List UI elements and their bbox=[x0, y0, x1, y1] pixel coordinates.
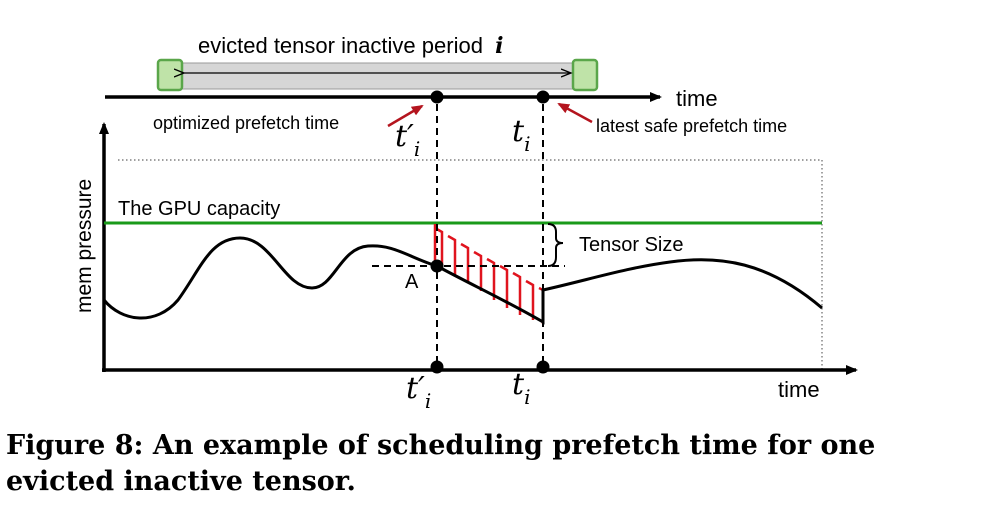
mem-pressure-curve bbox=[102, 236, 823, 325]
x-axis-label: time bbox=[778, 377, 820, 402]
gpu-capacity-label: The GPU capacity bbox=[118, 198, 280, 220]
plot-bounding-box bbox=[118, 159, 823, 370]
tensor-size-label: Tensor Size bbox=[579, 234, 684, 256]
top-t-prime-i-label: t′i bbox=[395, 119, 420, 161]
top-t-i-label: ti bbox=[512, 114, 530, 156]
top-t-dot bbox=[536, 90, 550, 104]
point-a-dot bbox=[430, 259, 444, 273]
top-t-prime-dot bbox=[430, 90, 444, 104]
period-start-box bbox=[156, 58, 184, 92]
tensor-size-brace bbox=[547, 223, 564, 267]
period-index: i bbox=[495, 33, 503, 59]
bottom-t-prime-i-label: t′i bbox=[406, 371, 431, 413]
point-a-label: A bbox=[405, 271, 419, 293]
prefetch-diagram: evicted tensor inactive period i time op… bbox=[73, 33, 858, 413]
optimized-prefetch-label: optimized prefetch time bbox=[153, 113, 339, 133]
inactive-period-bar bbox=[169, 62, 586, 90]
bottom-t-dot bbox=[536, 360, 550, 374]
latest-arrow bbox=[557, 102, 593, 124]
figure-caption: Figure 8: An example of scheduling prefe… bbox=[6, 430, 876, 497]
top-time-label: time bbox=[676, 86, 718, 111]
bottom-t-prime-dot bbox=[430, 360, 444, 374]
period-label: evicted tensor inactive period i bbox=[198, 33, 503, 59]
bottom-t-i-label: ti bbox=[512, 367, 530, 409]
y-axis-label: mem pressure bbox=[73, 179, 96, 313]
latest-safe-prefetch-label: latest safe prefetch time bbox=[596, 116, 787, 136]
period-end-box bbox=[571, 58, 599, 92]
optimized-arrow bbox=[387, 104, 424, 128]
